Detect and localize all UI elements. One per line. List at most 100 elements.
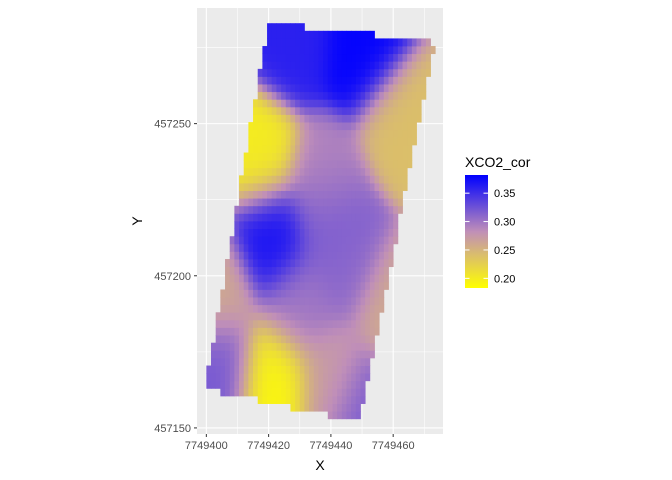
heatmap-cell (276, 144, 282, 153)
heatmap-cell (332, 84, 338, 93)
heatmap-cell (253, 99, 259, 108)
heatmap-cell (318, 160, 324, 169)
heatmap-cell (379, 236, 385, 245)
heatmap-cell (369, 198, 375, 207)
legend-break-label: 0.20 (494, 273, 515, 285)
heatmap-cell (374, 289, 380, 298)
heatmap-cell (248, 137, 254, 146)
heatmap-cell (355, 144, 361, 153)
heatmap-cell (332, 335, 338, 344)
heatmap-cell (355, 327, 361, 336)
heatmap-cell (281, 319, 287, 328)
heatmap-cell (369, 137, 375, 146)
heatmap-cell (383, 137, 389, 146)
heatmap-cell (323, 266, 329, 275)
heatmap-cell (332, 365, 338, 374)
heatmap-cell (393, 137, 399, 146)
heatmap-cell (304, 137, 310, 146)
heatmap-cell (309, 46, 315, 55)
heatmap-cell (388, 137, 394, 146)
heatmap-cell (360, 144, 366, 153)
heatmap-cell (341, 144, 347, 153)
heatmap-cell (262, 380, 268, 389)
heatmap-cell (285, 243, 291, 252)
heatmap-cell (239, 373, 245, 382)
heatmap-cell (318, 167, 324, 176)
heatmap-cell (365, 91, 371, 100)
heatmap-cell (281, 190, 287, 199)
heatmap-cell (369, 129, 375, 138)
heatmap-cell (365, 99, 371, 108)
heatmap-cell (388, 190, 394, 199)
heatmap-cell (374, 319, 380, 328)
heatmap-cell (369, 99, 375, 108)
heatmap-cell (253, 236, 259, 245)
heatmap-cell (388, 167, 394, 176)
heatmap-cell (341, 205, 347, 214)
heatmap-cell (318, 304, 324, 313)
heatmap-cell (360, 236, 366, 245)
heatmap-cell (262, 46, 268, 55)
heatmap-cell (355, 167, 361, 176)
heatmap-cell (229, 251, 235, 260)
heatmap-cell (299, 380, 305, 389)
heatmap-cell (355, 380, 361, 389)
heatmap-cell (262, 274, 268, 283)
heatmap-cell (379, 68, 385, 77)
heatmap-cell (416, 38, 422, 47)
heatmap-cell (267, 122, 273, 131)
heatmap-cell (402, 175, 408, 184)
heatmap-cell (388, 228, 394, 237)
heatmap-cell (248, 312, 254, 321)
heatmap-cell (267, 167, 273, 176)
heatmap-cell (281, 350, 287, 359)
heatmap-cell (299, 274, 305, 283)
heatmap-cell (309, 38, 315, 47)
heatmap-cell (239, 243, 245, 252)
heatmap-cell (360, 46, 366, 55)
heatmap-cell (271, 289, 277, 298)
heatmap-cell (365, 175, 371, 184)
heatmap-cell (351, 205, 357, 214)
heatmap-cell (393, 68, 399, 77)
heatmap-cell (351, 175, 357, 184)
heatmap-cell (337, 175, 343, 184)
heatmap-cell (365, 327, 371, 336)
heatmap-cell (267, 281, 273, 290)
heatmap-cell (304, 114, 310, 123)
heatmap-cell (337, 289, 343, 298)
heatmap-cell (281, 380, 287, 389)
heatmap-cell (397, 68, 403, 77)
heatmap-cell (304, 274, 310, 283)
heatmap-cell (360, 297, 366, 306)
heatmap-cell (369, 61, 375, 70)
heatmap-cell (327, 335, 333, 344)
heatmap-cell (393, 61, 399, 70)
heatmap-cell (257, 304, 263, 313)
heatmap-cell (327, 68, 333, 77)
heatmap-cell (281, 167, 287, 176)
heatmap-cell (365, 160, 371, 169)
heatmap-cell (416, 91, 422, 100)
heatmap-cell (290, 335, 296, 344)
heatmap-cell (257, 68, 263, 77)
heatmap-cell (262, 99, 268, 108)
heatmap-cell (360, 137, 366, 146)
heatmap-cell (332, 160, 338, 169)
heatmap-cell (337, 281, 343, 290)
heatmap-cell (383, 167, 389, 176)
heatmap-cell (388, 91, 394, 100)
heatmap-cell (257, 327, 263, 336)
heatmap-cell (393, 228, 399, 237)
heatmap-cell (309, 122, 315, 131)
heatmap-cell (379, 114, 385, 123)
heatmap-cell (253, 198, 259, 207)
heatmap-cell (355, 53, 361, 62)
heatmap-cell (341, 327, 347, 336)
heatmap-cell (276, 357, 282, 366)
heatmap-cell (290, 30, 296, 39)
heatmap-cell (369, 319, 375, 328)
heatmap-cell (271, 122, 277, 131)
heatmap-cell (318, 289, 324, 298)
heatmap-cell (281, 76, 287, 85)
